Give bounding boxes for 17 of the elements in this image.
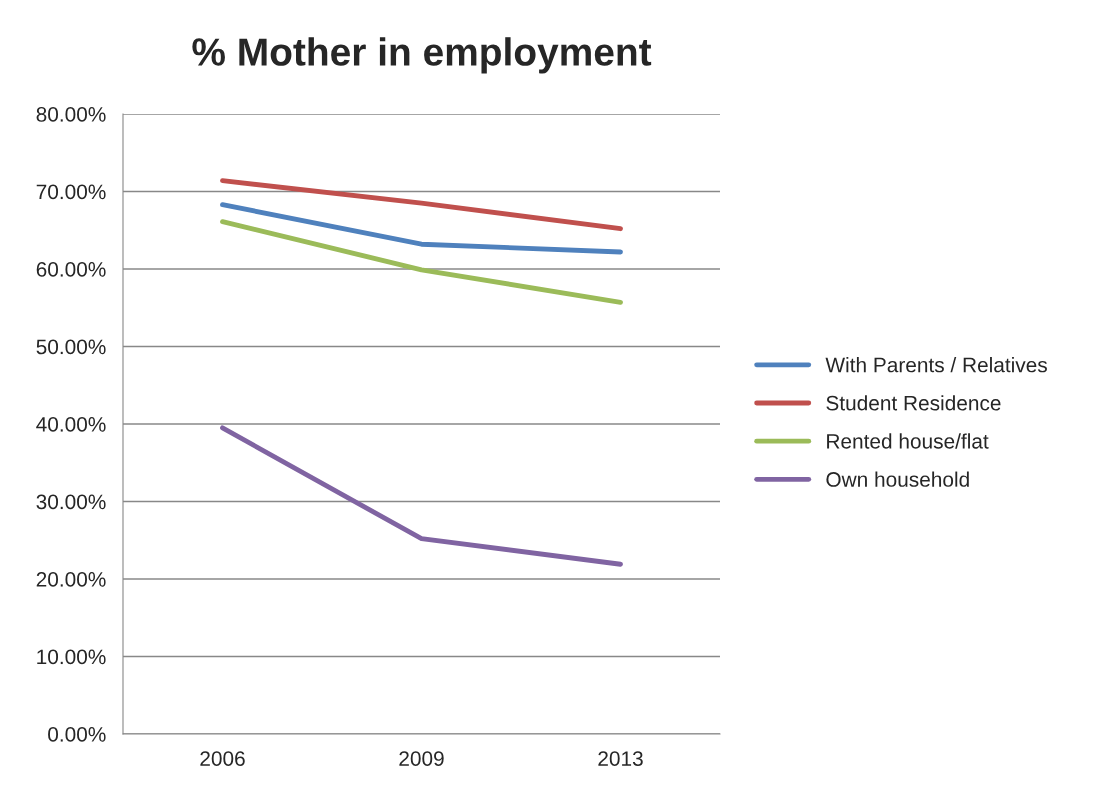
y-tick-label: 30.00% (36, 494, 106, 510)
y-tick-label: 50.00% (36, 339, 106, 355)
chart-title: % Mother in employment (192, 37, 652, 74)
x-tick-label: 2009 (399, 751, 444, 766)
x-tick-label: 2013 (598, 751, 643, 766)
x-tick-label: 2006 (200, 751, 245, 766)
y-tick-label: 40.00% (36, 417, 106, 432)
legend-label: Rented house/flat (827, 433, 989, 449)
legend-label: With Parents / Relatives (825, 357, 1047, 373)
y-tick-label: 80.00% (36, 107, 106, 122)
y-tick-label: 60.00% (36, 262, 106, 277)
y-tick-label: 70.00% (36, 184, 106, 200)
y-tick-label: 20.00% (36, 572, 106, 587)
y-tick-label: 0.00% (48, 727, 106, 742)
legend-label: Own household (826, 471, 969, 487)
y-tick-label: 10.00% (37, 649, 106, 665)
legend-label: Student Residence (826, 395, 1001, 411)
